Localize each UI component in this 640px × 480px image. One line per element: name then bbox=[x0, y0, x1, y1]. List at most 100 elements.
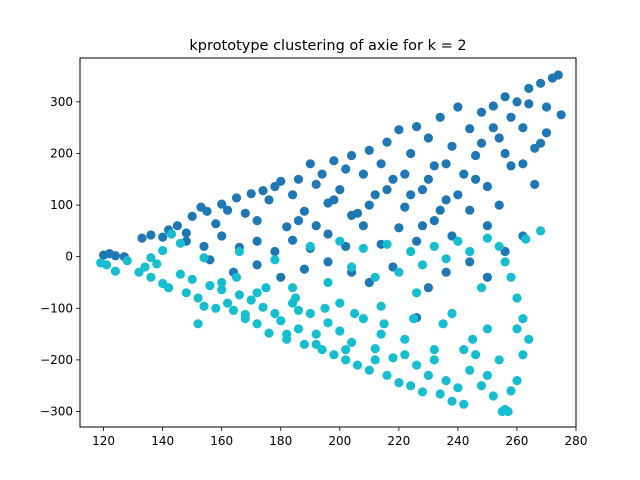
cluster-1-point bbox=[166, 229, 177, 239]
cluster-0-point bbox=[223, 205, 233, 215]
cluster-1-point bbox=[394, 378, 404, 388]
cluster-1-point bbox=[175, 238, 185, 248]
cluster-1-point bbox=[335, 236, 345, 246]
cluster-1-point bbox=[476, 381, 487, 391]
cluster-0-point bbox=[541, 102, 552, 112]
cluster-1-point bbox=[270, 255, 280, 265]
y-tick-label: 100 bbox=[50, 198, 73, 212]
cluster-1-point bbox=[341, 355, 351, 365]
cluster-0-point bbox=[482, 181, 492, 192]
cluster-0-point bbox=[447, 141, 457, 151]
cluster-0-point bbox=[264, 195, 274, 205]
cluster-1-point bbox=[471, 350, 481, 360]
cluster-0-point bbox=[518, 159, 528, 169]
cluster-1-point bbox=[409, 314, 419, 324]
cluster-1-point bbox=[494, 355, 504, 365]
cluster-0-point bbox=[388, 174, 398, 184]
cluster-1-point bbox=[152, 259, 162, 269]
cluster-0-point bbox=[524, 99, 534, 109]
cluster-0-point bbox=[494, 133, 504, 143]
cluster-1-point bbox=[234, 246, 244, 257]
cluster-1-point bbox=[305, 308, 315, 319]
cluster-1-point bbox=[364, 365, 374, 375]
cluster-1-point bbox=[164, 283, 174, 293]
cluster-0-point bbox=[211, 219, 221, 229]
plot-frame bbox=[79, 57, 577, 428]
x-tick-label: 240 bbox=[446, 434, 469, 448]
plot-area bbox=[79, 57, 577, 428]
cluster-0-point bbox=[417, 185, 428, 195]
cluster-0-point bbox=[471, 174, 481, 184]
cluster-0-point bbox=[341, 241, 351, 251]
x-tick-label: 260 bbox=[505, 434, 528, 448]
cluster-1-point bbox=[494, 241, 504, 251]
points-layer bbox=[96, 70, 566, 417]
cluster-0-point bbox=[329, 195, 339, 205]
cluster-0-point bbox=[137, 233, 147, 243]
cluster-1-point bbox=[102, 260, 112, 270]
cluster-0-point bbox=[488, 123, 498, 133]
y-tick-label: 200 bbox=[50, 146, 73, 160]
cluster-0-point bbox=[506, 112, 516, 122]
cluster-1-point bbox=[140, 262, 150, 272]
cluster-0-point bbox=[482, 221, 492, 231]
cluster-0-point bbox=[376, 159, 386, 169]
cluster-0-point bbox=[553, 70, 563, 80]
cluster-1-point bbox=[347, 262, 357, 272]
cluster-1-point bbox=[293, 305, 304, 315]
cluster-0-point bbox=[476, 107, 487, 117]
cluster-0-point bbox=[358, 169, 368, 179]
y-tick-label: −300 bbox=[40, 405, 73, 419]
cluster-0-point bbox=[299, 206, 309, 216]
cluster-0-point bbox=[465, 124, 475, 134]
cluster-1-point bbox=[465, 246, 475, 257]
x-tick-label: 220 bbox=[387, 434, 410, 448]
cluster-0-point bbox=[441, 159, 451, 169]
cluster-1-point bbox=[181, 288, 191, 298]
cluster-0-point bbox=[299, 264, 309, 274]
cluster-1-point bbox=[110, 266, 120, 276]
cluster-1-point bbox=[323, 277, 333, 288]
cluster-0-point bbox=[282, 222, 292, 232]
cluster-0-point bbox=[288, 235, 298, 245]
cluster-0-point bbox=[217, 231, 227, 241]
cluster-0-point bbox=[323, 257, 333, 267]
cluster-0-point bbox=[512, 97, 522, 107]
cluster-1-point bbox=[311, 329, 321, 339]
cluster-0-point bbox=[270, 181, 280, 192]
x-tick-label: 140 bbox=[151, 434, 174, 448]
cluster-1-point bbox=[211, 303, 221, 313]
cluster-0-point bbox=[252, 236, 262, 246]
cluster-0-point bbox=[181, 228, 191, 238]
cluster-1-point bbox=[394, 267, 404, 277]
cluster-1-point bbox=[317, 345, 327, 355]
cluster-1-point bbox=[406, 381, 416, 391]
cluster-0-point bbox=[494, 200, 504, 210]
cluster-1-point bbox=[388, 353, 398, 363]
cluster-1-point bbox=[223, 298, 233, 308]
cluster-0-point bbox=[358, 221, 368, 231]
cluster-1-point bbox=[134, 267, 144, 277]
cluster-1-point bbox=[441, 254, 451, 264]
cluster-1-point bbox=[335, 298, 345, 308]
cluster-0-point bbox=[270, 246, 280, 257]
cluster-1-point bbox=[288, 283, 298, 293]
cluster-0-point bbox=[400, 202, 410, 212]
cluster-0-point bbox=[447, 231, 457, 241]
cluster-0-point bbox=[199, 241, 209, 251]
cluster-0-point bbox=[435, 205, 445, 215]
cluster-1-point bbox=[228, 305, 239, 315]
chart-title: kprototype clustering of axie for k = 2 bbox=[189, 38, 466, 54]
cluster-0-point bbox=[406, 190, 416, 200]
cluster-1-point bbox=[246, 295, 256, 305]
cluster-1-point bbox=[376, 329, 386, 339]
cluster-1-point bbox=[341, 345, 351, 355]
cluster-0-point bbox=[110, 251, 120, 261]
cluster-1-point bbox=[447, 396, 457, 406]
cluster-1-point bbox=[524, 334, 534, 344]
cluster-1-point bbox=[252, 319, 262, 329]
cluster-1-point bbox=[205, 281, 215, 291]
cluster-0-point bbox=[276, 176, 286, 186]
cluster-0-point bbox=[276, 272, 286, 282]
